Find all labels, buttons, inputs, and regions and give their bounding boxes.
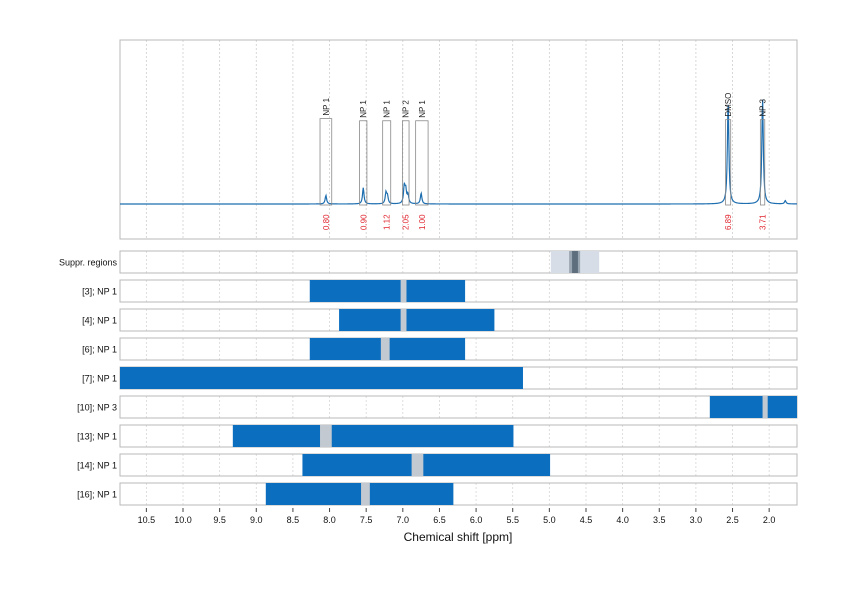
peak-box — [382, 120, 392, 206]
track-label: Suppr. regions — [59, 258, 118, 268]
track-label: [13]; NP 1 — [77, 432, 117, 442]
track-gap — [380, 338, 390, 360]
x-tick-label: 3.5 — [653, 515, 666, 525]
x-tick-label: 8.5 — [287, 515, 300, 525]
suppr-core — [572, 251, 578, 273]
x-tick-label: 5.0 — [543, 515, 556, 525]
track-bar — [339, 309, 495, 331]
peak-label: NP 1 — [322, 97, 331, 115]
integral-value: 1.12 — [383, 214, 392, 230]
x-tick-label: 7.5 — [360, 515, 373, 525]
x-tick-label: 5.5 — [506, 515, 519, 525]
track-bar — [302, 454, 551, 476]
x-tick-label: 10.0 — [174, 515, 192, 525]
track-label: [16]; NP 1 — [77, 490, 117, 500]
track-gap — [400, 309, 407, 331]
peak-box — [359, 120, 368, 206]
x-tick-label: 4.5 — [580, 515, 593, 525]
x-axis-label: Chemical shift [ppm] — [404, 530, 513, 544]
track-gap — [400, 280, 407, 302]
integral-value: 2.05 — [402, 214, 411, 230]
track-label: [3]; NP 1 — [82, 287, 117, 297]
track-label: [7]; NP 1 — [82, 374, 117, 384]
track-bar — [232, 425, 514, 447]
peak-box — [319, 118, 333, 206]
integral-value: 1.00 — [418, 214, 427, 230]
track-bar — [709, 396, 797, 418]
x-tick-label: 9.0 — [250, 515, 263, 525]
x-axis: 10.5 10.0 9.5 9.0 8.5 8.0 7.5 7.0 6.5 6.0 5.5 5.0 4.… — [138, 508, 776, 525]
track-frame — [119, 482, 798, 506]
integral-value: 0.90 — [359, 214, 368, 230]
x-tick-label: 3.0 — [690, 515, 703, 525]
x-tick-label: 6.0 — [470, 515, 483, 525]
x-tick-label: 4.0 — [616, 515, 629, 525]
peak-box — [402, 120, 410, 206]
peak-label: NP 1 — [383, 100, 392, 118]
integral-value: 3.71 — [759, 214, 768, 230]
track-gap — [361, 483, 370, 505]
track-bar — [265, 483, 454, 505]
track-bar — [120, 367, 523, 389]
x-tick-label: 2.0 — [763, 515, 776, 525]
x-tick-label: 2.5 — [726, 515, 739, 525]
peak-box — [725, 119, 732, 206]
track-bar — [309, 280, 466, 302]
spectrum-frame — [119, 39, 798, 240]
integral-value: 6.89 — [724, 214, 733, 230]
peak-box — [759, 119, 766, 206]
track-label: [4]; NP 1 — [82, 316, 117, 326]
grid-lines — [145, 40, 770, 505]
track-frame — [119, 395, 798, 419]
spectrum-panel: NP 1 0.80 NP 1 0.90 NP 1 1.12 NP 2 2.05 NP 1 1.00… — [119, 39, 798, 240]
track-gap — [411, 454, 424, 476]
track-gap — [762, 396, 768, 418]
peak-label: NP 3 — [759, 98, 768, 116]
x-tick-label: 9.5 — [213, 515, 226, 525]
x-tick-label: 6.5 — [433, 515, 446, 525]
track-gap — [320, 425, 332, 447]
track-label: [6]; NP 1 — [82, 345, 117, 355]
peak-label: DMSO — [724, 93, 733, 117]
peak-label: NP 1 — [418, 100, 427, 118]
track-label: [10]; NP 3 — [77, 403, 117, 413]
peak-label: NP 1 — [359, 100, 368, 118]
integral-value: 0.80 — [322, 214, 331, 230]
x-tick-label: 7.0 — [397, 515, 410, 525]
track-panels: Suppr. regions [3]; NP 1 [4]; NP 1 [6]; NP … — [59, 250, 798, 506]
suppr-frame — [119, 250, 798, 274]
x-tick-label: 8.0 — [323, 515, 336, 525]
peak-box — [415, 120, 429, 206]
peak-label: NP 2 — [402, 100, 411, 118]
x-tick-label: 10.5 — [138, 515, 156, 525]
spectrum-line — [120, 99, 798, 205]
track-label: [14]; NP 1 — [77, 461, 117, 471]
